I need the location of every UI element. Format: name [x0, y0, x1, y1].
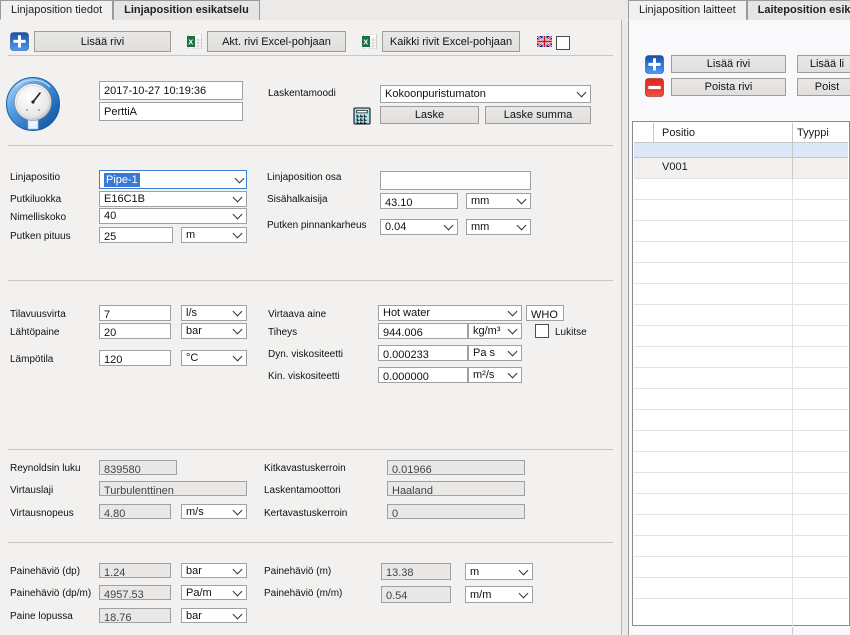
svg-text:X: X — [188, 38, 193, 47]
svg-text:X: X — [363, 38, 368, 47]
